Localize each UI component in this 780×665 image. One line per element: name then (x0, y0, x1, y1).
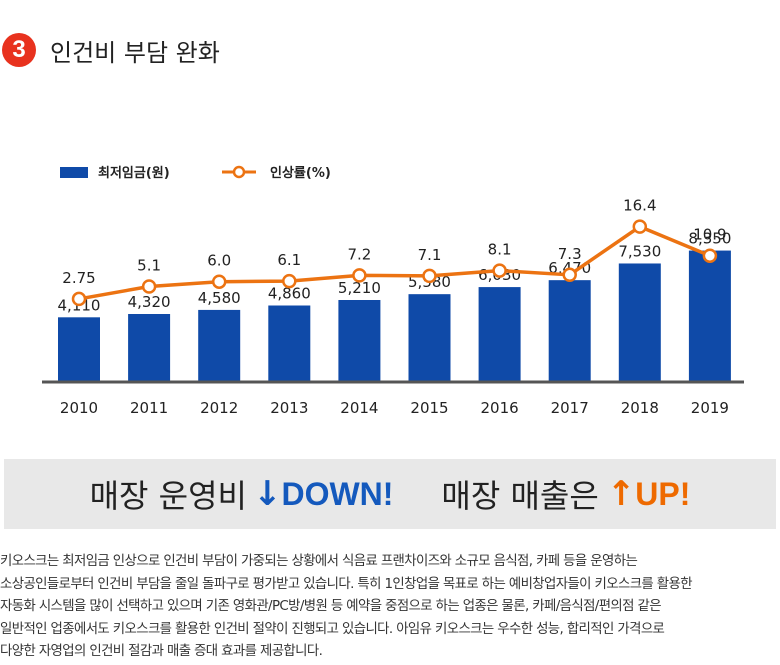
rate-point (492, 263, 507, 278)
section-number-badge: 3 (2, 33, 36, 67)
bar (548, 280, 591, 382)
bar (688, 250, 731, 382)
bar (618, 263, 661, 382)
legend-label-line: 인상률(%) (270, 165, 331, 181)
bar (128, 314, 171, 382)
description-text: 키오스크는 최저임금 인상으로 인건비 부담이 가중되는 상황에서 식음료 프랜… (0, 551, 780, 664)
rate-point (282, 273, 297, 289)
rate-point (422, 268, 437, 284)
legend-label-bar: 최저임금(원) (98, 166, 170, 181)
x-tick-label: 2016 (481, 399, 519, 417)
banner-left: 매장 운영비 ↓ DOWN! (90, 471, 394, 517)
rate-value-label: 6.0 (207, 252, 231, 270)
banner-up-word: UP! (635, 475, 691, 512)
rate-value-label: 2.75 (62, 269, 95, 287)
up-arrow-icon: ↑ (606, 474, 636, 514)
rate-point (352, 268, 367, 283)
bar (268, 305, 311, 382)
banner-right-text: 매장 매출은 (441, 477, 599, 515)
rate-value-label: 7.2 (347, 245, 371, 263)
rate-series-line (78, 224, 711, 301)
rate-point (71, 291, 87, 307)
rate-value-label: 5.1 (137, 256, 161, 274)
promo-banner: 매장 운영비 ↓ DOWN! 매장 매출은 ↑ UP! (4, 459, 776, 529)
bar (58, 317, 100, 382)
rate-value-label: 7.1 (418, 246, 442, 264)
rate-point (632, 219, 648, 234)
description-line: 다양한 자영업의 인건비 절감과 매출 증대 효과를 제공합니다. (0, 644, 323, 659)
x-tick-label: 2019 (691, 399, 729, 417)
rate-value-label: 7.3 (558, 245, 582, 263)
rate-point (211, 274, 227, 289)
bar-value-label: 4,860 (268, 285, 311, 303)
wage-chart: 최저임금(원)인상률(%)4,11020104,32020114,5802012… (42, 165, 744, 417)
description-line: 일반적인 업종에서도 키오스크를 활용한 인건비 절약이 진행되고 있습니다. … (0, 621, 665, 637)
bar (408, 294, 451, 382)
x-tick-label: 2018 (621, 399, 659, 417)
bar-value-label: 5,210 (338, 279, 381, 297)
section-header: 3 인건비 부담 완화 (0, 30, 220, 70)
banner-down-word: DOWN! (281, 475, 394, 512)
description-line: 키오스크는 최저임금 인상으로 인건비 부담이 가중되는 상황에서 식음료 프랜… (0, 554, 638, 569)
x-tick-label: 2013 (270, 399, 308, 417)
bar-value-label: 4,320 (128, 293, 171, 311)
bar-value-label: 4,580 (198, 289, 241, 307)
description-line: 자동화 시스템을 많이 선택하고 있으며 기존 영화관/PC방/병원 등 예약을… (0, 599, 662, 614)
rate-value-label: 16.4 (623, 197, 656, 215)
rate-value-label: 10.9 (693, 226, 726, 244)
x-tick-label: 2015 (410, 399, 448, 417)
x-tick-label: 2010 (60, 399, 98, 417)
x-tick-label: 2012 (200, 399, 238, 417)
legend-swatch-bar (60, 167, 88, 178)
bar-value-label: 8,350 (688, 230, 731, 248)
section-title: 인건비 부담 완화 (50, 38, 220, 67)
rate-point (141, 279, 157, 294)
bar-value-label: 7,530 (618, 242, 661, 260)
x-tick-label: 2014 (340, 399, 378, 417)
banner-left-text: 매장 운영비 (89, 477, 247, 515)
bar (198, 309, 241, 382)
bar (478, 287, 521, 382)
down-arrow-icon: ↓ (252, 474, 282, 514)
rate-point (562, 267, 577, 283)
bar (338, 299, 381, 382)
description-line: 소상공인들로부터 인건비 부담을 줄일 돌파구로 평가받고 있습니다. 특히 1… (0, 576, 693, 592)
rate-value-label: 6.1 (277, 251, 301, 269)
x-tick-label: 2017 (551, 399, 589, 417)
rate-point (702, 248, 718, 263)
banner-right: 매장 매출은 ↑ UP! (441, 471, 690, 517)
legend-marker-line (232, 165, 246, 179)
rate-value-label: 8.1 (488, 241, 512, 259)
x-tick-label: 2011 (130, 399, 168, 417)
